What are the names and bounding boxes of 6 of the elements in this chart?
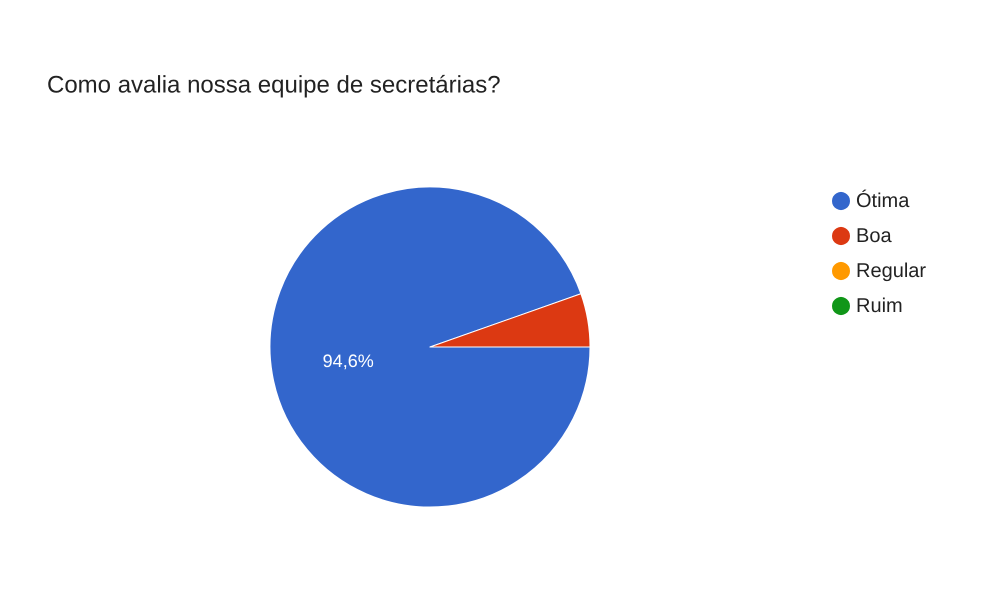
legend-label: Ruim — [856, 295, 903, 317]
legend-label: Boa — [856, 225, 892, 247]
data-label: 94,6% — [322, 351, 374, 372]
legend-label: Regular — [856, 260, 926, 282]
chart-title: Como avalia nossa equipe de secretárias? — [47, 72, 501, 98]
legend-label: Ótima — [856, 189, 910, 212]
